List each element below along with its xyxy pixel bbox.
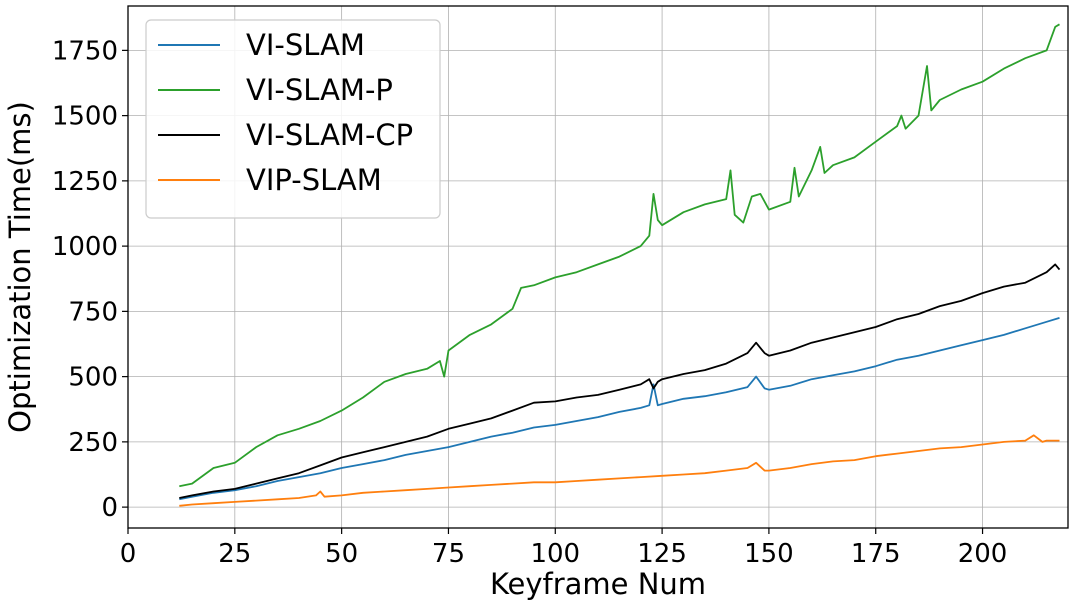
y-tick-label: 1500 bbox=[52, 102, 118, 132]
x-tick-label: 50 bbox=[325, 539, 358, 569]
series-line-vi-slam-p bbox=[179, 23, 1060, 488]
grid bbox=[127, 6, 1068, 528]
series-lines bbox=[179, 23, 1061, 507]
x-axis-label: Keyframe Num bbox=[490, 567, 706, 601]
x-tick-label: 0 bbox=[120, 539, 137, 569]
x-tick-label: 150 bbox=[744, 539, 794, 569]
y-tick-label: 250 bbox=[68, 428, 118, 458]
series-line-vip-slam bbox=[179, 434, 1060, 507]
y-axis-label: Optimization Time(ms) bbox=[3, 101, 37, 433]
legend-label: VI-SLAM-CP bbox=[246, 118, 413, 152]
axis-ticks: 0 25 50 75 100 125 150 175 200 0 250 500 750 1000 1250… bbox=[52, 36, 1008, 569]
y-tick-label: 1000 bbox=[52, 232, 118, 262]
series-line-vi-slam-cp bbox=[179, 263, 1061, 499]
plot-frame bbox=[127, 5, 1069, 529]
legend-label: VI-SLAM bbox=[246, 28, 365, 62]
y-tick-label: 1750 bbox=[52, 36, 118, 66]
x-tick-label: 75 bbox=[432, 539, 465, 569]
x-tick-label: 100 bbox=[530, 539, 580, 569]
x-tick-label: 125 bbox=[637, 539, 687, 569]
legend-label: VI-SLAM-P bbox=[246, 73, 393, 107]
y-tick-label: 750 bbox=[68, 297, 118, 327]
y-tick-label: 500 bbox=[68, 363, 118, 393]
x-tick-label: 25 bbox=[218, 539, 251, 569]
legend-label: VIP-SLAM bbox=[246, 163, 382, 197]
legend-box bbox=[145, 19, 441, 219]
x-tick-label: 175 bbox=[851, 539, 901, 569]
y-tick-label: 0 bbox=[101, 493, 118, 523]
series-line-vi-slam bbox=[179, 317, 1060, 501]
y-tick-label: 1250 bbox=[52, 167, 118, 197]
legend: VI-SLAM VI-SLAM-P VI-SLAM-CP VIP-SLAM bbox=[145, 19, 441, 219]
x-tick-label: 200 bbox=[958, 539, 1008, 569]
